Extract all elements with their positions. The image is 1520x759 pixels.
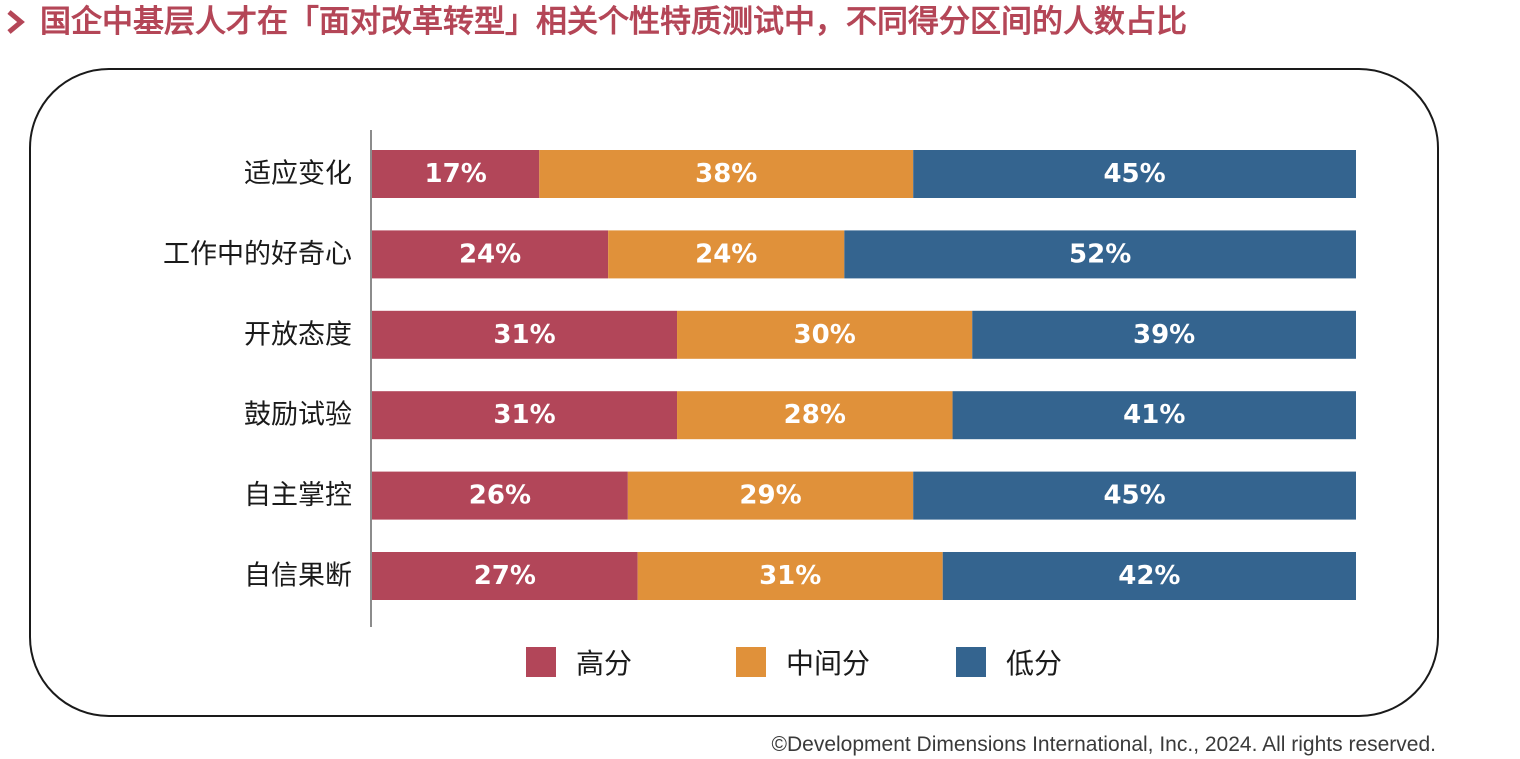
data-label-mid: 29% [739, 481, 801, 511]
category-label: 适应变化 [244, 159, 352, 190]
bar-segment-high [372, 391, 678, 440]
bar-segment-high [372, 150, 540, 198]
bar-segment-high [372, 310, 678, 359]
data-label-mid: 38% [695, 159, 757, 189]
legend-swatch-high [526, 647, 556, 677]
category-label: 自主掌控 [244, 480, 352, 511]
bar-segment-mid [637, 552, 943, 600]
legend-item-low: 低分 [956, 642, 1062, 682]
data-label-low: 39% [1133, 320, 1195, 350]
bar-segment-mid [539, 150, 914, 198]
chevron-right-icon [7, 10, 25, 34]
data-label-high: 24% [459, 239, 521, 269]
legend-label-low: 低分 [1006, 647, 1063, 680]
data-label-mid: 28% [784, 400, 846, 430]
legend-item-mid: 中间分 [736, 642, 870, 682]
legend-label-mid: 中间分 [786, 647, 871, 680]
page-title: 国企中基层人才在「面对改革转型」相关个性特质测试中，不同得分区间的人数占比 [40, 4, 1187, 40]
data-label-low: 45% [1103, 481, 1165, 511]
bar-segment-mid [608, 230, 845, 279]
bar-segment-low [942, 552, 1356, 600]
bar-segment-high [372, 471, 628, 520]
data-label-low: 52% [1069, 239, 1131, 269]
bars-group: 17% 38% 45% 24% 24% 52% 31% 30% 39% 31% 28% 41% 26% 2… [372, 150, 1356, 600]
legend-label-high: 高分 [576, 647, 633, 680]
legend-swatch-low [956, 647, 986, 677]
bar-segment-low [913, 471, 1356, 520]
bar-segment-mid [677, 310, 973, 359]
category-label: 自信果断 [244, 561, 352, 592]
data-label-low: 45% [1103, 159, 1165, 189]
bar-segment-low [913, 150, 1356, 198]
legend-swatch-mid [736, 647, 766, 677]
bar-segment-high [372, 552, 638, 600]
data-label-mid: 31% [759, 561, 821, 591]
data-label-low: 42% [1118, 561, 1180, 591]
category-label: 开放态度 [244, 319, 352, 350]
title-row: 国企中基层人才在「面对改革转型」相关个性特质测试中，不同得分区间的人数占比 [0, 0, 1520, 44]
copyright-notice: ©Development Dimensions International, I… [771, 733, 1436, 756]
data-label-mid: 24% [695, 239, 757, 269]
data-label-high: 17% [425, 159, 487, 189]
data-label-high: 27% [474, 561, 536, 591]
data-label-mid: 30% [794, 320, 856, 350]
legend-item-high: 高分 [526, 642, 632, 682]
bar-segment-low [844, 230, 1356, 279]
bar-segment-mid [677, 391, 953, 440]
bar-segment-low [952, 391, 1356, 440]
data-label-high: 31% [493, 320, 555, 350]
data-label-high: 26% [469, 481, 531, 511]
bar-segment-mid [627, 471, 914, 520]
data-label-high: 31% [493, 400, 555, 430]
bar-segment-high [372, 230, 609, 279]
bar-segment-low [972, 310, 1356, 359]
category-label: 工作中的好奇心 [163, 239, 352, 270]
chart-frame [29, 68, 1439, 717]
category-label: 鼓励试验 [244, 400, 352, 431]
data-label-low: 41% [1123, 400, 1185, 430]
